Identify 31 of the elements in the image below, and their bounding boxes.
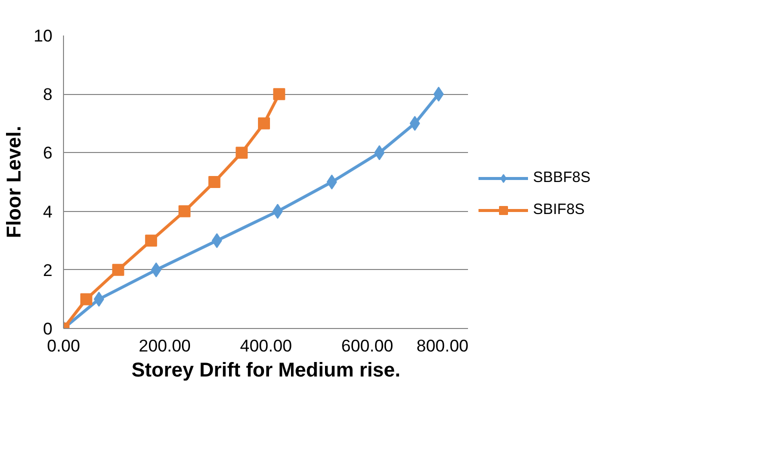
point: [326, 174, 337, 190]
y-tick-label: 8: [43, 85, 53, 104]
point: [433, 86, 444, 102]
y-tick-label: 4: [43, 202, 53, 222]
y-tick-label: 6: [43, 144, 53, 163]
y-tick-label: 10: [34, 26, 53, 46]
legend-label: SBBF8S: [533, 169, 591, 186]
point: [212, 233, 222, 248]
legend-label: SBIF8S: [533, 201, 585, 218]
y-axis-title: Floor Level.: [4, 126, 26, 238]
point: [410, 116, 420, 131]
y-tick-label: 0: [43, 320, 53, 338]
x-tick-label: 600.00: [341, 336, 394, 356]
x-tick-label: 400.00: [240, 336, 292, 356]
x-tick-label: 0.00: [46, 336, 80, 356]
point: [236, 146, 248, 159]
point: [273, 88, 286, 100]
point: [80, 293, 92, 306]
point: [258, 117, 270, 130]
point: [145, 234, 158, 247]
x-tick-label: 800.00: [416, 336, 469, 356]
point: [272, 204, 283, 219]
point: [150, 262, 162, 278]
point: [178, 205, 190, 218]
x-axis-title: Storey Drift for Medium rise.: [132, 360, 400, 382]
y-tick-label: 2: [43, 260, 53, 280]
point: [112, 264, 124, 276]
point: [94, 292, 104, 307]
point: [208, 176, 220, 188]
point: [374, 145, 385, 160]
x-tick-label: 200.00: [138, 336, 191, 356]
